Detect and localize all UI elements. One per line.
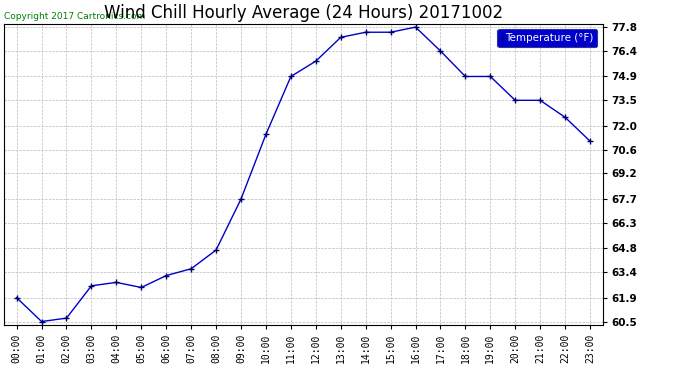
Title: Wind Chill Hourly Average (24 Hours) 20171002: Wind Chill Hourly Average (24 Hours) 201… [104, 4, 503, 22]
Legend: Temperature (°F): Temperature (°F) [497, 29, 598, 47]
Text: Copyright 2017 Cartronics.com: Copyright 2017 Cartronics.com [4, 12, 146, 21]
